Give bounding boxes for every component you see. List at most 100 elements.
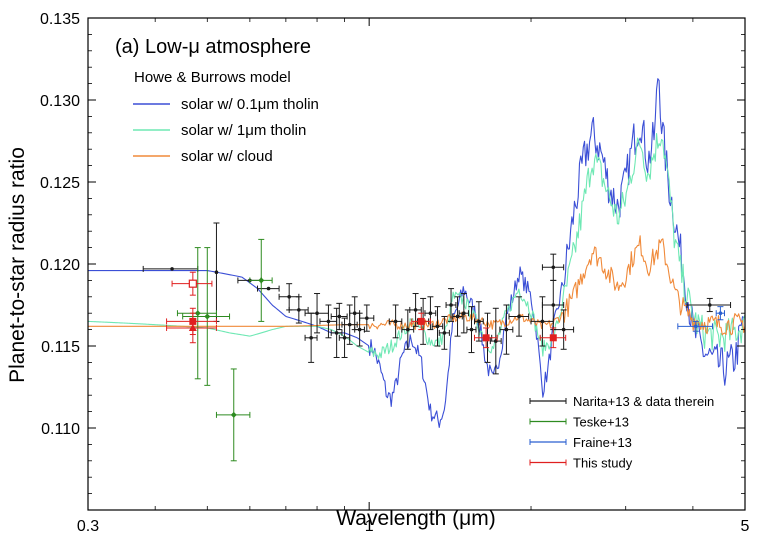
data-point-this-study-2 — [166, 312, 217, 344]
data-point-narita-12 — [304, 312, 318, 363]
marker — [693, 324, 698, 329]
y-tick-label: 0.135 — [40, 11, 80, 28]
y-tick-label: 0.120 — [40, 257, 80, 274]
marker — [315, 311, 319, 316]
marker — [442, 331, 447, 335]
legend-label: solar w/ 1μm tholin — [181, 122, 306, 139]
marker — [561, 327, 566, 332]
data-point-narita-11 — [359, 304, 375, 332]
marker — [517, 314, 521, 319]
marker — [482, 334, 490, 342]
marker — [342, 336, 347, 340]
marker — [469, 327, 474, 332]
marker — [258, 277, 265, 284]
legend-label: Fraine+13 — [573, 435, 632, 450]
marker — [428, 311, 433, 316]
marker — [337, 314, 342, 319]
marker — [230, 411, 237, 418]
marker — [449, 303, 453, 307]
marker — [540, 319, 545, 324]
data-point-narita-5 — [288, 296, 309, 324]
marker — [352, 311, 357, 316]
data-point-narita-16 — [388, 304, 403, 339]
marker — [287, 295, 291, 299]
marker — [406, 327, 410, 332]
data-point-teske-2 — [215, 368, 251, 462]
data-point-narita-26 — [466, 306, 477, 354]
marker — [357, 327, 362, 332]
data-point-narita-18 — [409, 293, 422, 327]
data-point-narita-22 — [438, 315, 450, 350]
axis-ticks: 0.110 0.115 0.120 0.125 0.130 0.135 0.3 1 5 — [40, 11, 750, 534]
marker — [309, 336, 313, 340]
data-point-narita-13 — [330, 307, 343, 358]
data-legend: Narita+13 & data therein Teske+13 Fraine+1… — [529, 394, 714, 471]
model-legend: solar w/ 0.1μm tholin solar w/ 1μm tholin… — [133, 96, 319, 165]
data-point-narita-14 — [338, 317, 351, 358]
marker — [266, 286, 271, 291]
marker — [455, 314, 460, 319]
marker — [549, 334, 557, 342]
legend-entry-teske: Teske+13 — [529, 415, 629, 430]
marker — [435, 324, 440, 329]
data-point-fraine-0 — [677, 320, 713, 332]
data-point-narita-21 — [431, 306, 444, 347]
x-tick-label: 1 — [365, 518, 374, 534]
marker — [504, 327, 509, 332]
data-points — [142, 222, 732, 462]
marker — [551, 265, 556, 270]
marker — [413, 308, 418, 312]
data-point-teske-0 — [182, 247, 231, 386]
x-axis-label: Wavelength (μm) — [336, 507, 496, 530]
model-legend-heading: Howe & Burrows model — [134, 69, 291, 86]
legend-entry-tholin1: solar w/ 1μm tholin — [133, 122, 306, 139]
data-point-narita-15 — [349, 296, 361, 331]
data-point-narita-31 — [508, 296, 530, 337]
x-tick-label: 0.3 — [77, 518, 99, 534]
marker — [204, 313, 211, 320]
y-tick-label: 0.130 — [40, 93, 80, 110]
legend-label: Narita+13 & data therein — [573, 394, 714, 409]
y-tick-label: 0.125 — [40, 175, 80, 192]
x-tick-label: 5 — [741, 518, 750, 534]
data-point-teske-1 — [176, 247, 217, 380]
legend-entry-tholin01: solar w/ 0.1μm tholin — [133, 96, 319, 113]
marker — [334, 331, 339, 335]
marker — [214, 270, 219, 275]
data-point-narita-25 — [458, 293, 469, 334]
data-point-narita-17 — [401, 309, 415, 350]
marker — [365, 316, 369, 320]
marker — [551, 303, 556, 307]
data-point-fraine-1 — [715, 306, 726, 321]
marker — [718, 311, 723, 316]
legend-label: solar w/ 0.1μm tholin — [181, 96, 319, 113]
legend-label: This study — [573, 456, 633, 471]
data-point-this-study-4 — [473, 327, 498, 349]
marker — [194, 310, 201, 317]
y-tick-label: 0.115 — [41, 339, 80, 356]
legend-entry-this_study: This study — [529, 456, 633, 471]
data-point-this-study-3 — [411, 312, 431, 331]
marker — [297, 308, 301, 312]
data-point-narita-36 — [686, 297, 732, 313]
legend-entry-fraine: Fraine+13 — [529, 435, 632, 450]
data-point-narita-23 — [445, 288, 457, 322]
data-point-this-study-5 — [539, 327, 567, 349]
marker — [477, 319, 481, 324]
legend-label: Teske+13 — [573, 415, 629, 430]
data-point-narita-27 — [473, 301, 484, 342]
data-point-narita-24 — [452, 296, 463, 337]
marker — [347, 322, 352, 327]
marker — [188, 279, 197, 288]
chart-title: (a) Low-μ atmosphere — [115, 36, 311, 58]
y-tick-label: 0.110 — [41, 421, 80, 438]
y-axis-label: Planet-to-star radius ratio — [6, 147, 29, 383]
marker — [326, 319, 331, 324]
data-point-this-study-0 — [171, 271, 213, 296]
marker — [393, 319, 398, 324]
marker — [707, 303, 712, 307]
legend-label: solar w/ cloud — [181, 148, 273, 165]
legend-entry-cloud: solar w/ cloud — [133, 148, 273, 165]
data-point-narita-8 — [330, 302, 348, 331]
